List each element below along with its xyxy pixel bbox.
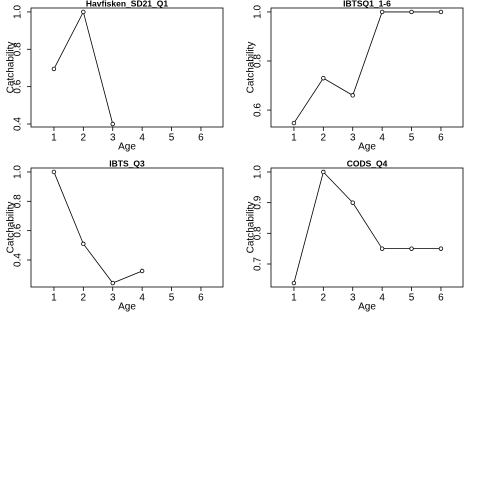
- y-tick-label: 0.6: [13, 223, 24, 237]
- point: [321, 169, 326, 175]
- point: [51, 169, 57, 175]
- point: [110, 121, 115, 127]
- x-tick-label: 5: [409, 133, 415, 144]
- x-tick-label: 4: [379, 293, 385, 304]
- point: [438, 9, 444, 15]
- x-axis-label: Age: [118, 302, 136, 313]
- x-tick-label: 4: [139, 293, 145, 304]
- x-tick-label: 3: [350, 293, 356, 304]
- x-tick-label: 5: [409, 293, 415, 304]
- x-tick-label: 3: [350, 133, 356, 144]
- x-tick-label: 3: [110, 133, 116, 144]
- y-tick-label: 0.8: [253, 226, 264, 240]
- x-tick-label: 5: [169, 133, 175, 144]
- x-tick-label: 6: [198, 293, 204, 304]
- y-tick-label: 0.8: [13, 42, 24, 56]
- y-tick-label: 1.0: [13, 165, 24, 179]
- x-tick-label: 1: [291, 293, 297, 304]
- series-line: [53, 10, 114, 125]
- y-axis-label: Catchability: [246, 42, 257, 94]
- point: [139, 268, 145, 274]
- chart-title: CODS_Q4: [347, 158, 388, 168]
- plot-frame: [270, 167, 464, 288]
- series-line: [53, 171, 143, 284]
- plot-frame: [270, 7, 464, 128]
- x-tick-label: 1: [51, 293, 57, 304]
- y-tick-label: 0.7: [253, 257, 264, 271]
- point: [409, 246, 414, 251]
- x-tick-label: 1: [291, 133, 297, 144]
- x-axis-label: Age: [358, 142, 376, 153]
- point: [379, 9, 385, 15]
- y-tick-label: 1.0: [13, 5, 24, 19]
- point: [350, 93, 355, 98]
- y-axis-label: Catchability: [6, 202, 17, 254]
- plot-frame: [30, 7, 224, 128]
- x-tick-label: 2: [321, 133, 327, 144]
- point: [51, 66, 57, 72]
- series-line: [293, 11, 441, 124]
- x-tick-label: 2: [81, 293, 87, 304]
- x-tick-label: 5: [169, 293, 175, 304]
- x-tick-label: 6: [438, 293, 444, 304]
- y-tick-label: 1.0: [253, 165, 264, 179]
- point: [291, 120, 297, 126]
- y-axis-label: Catchability: [246, 202, 257, 254]
- y-axis-label: Catchability: [6, 42, 17, 94]
- plot-frame: [30, 167, 224, 288]
- point: [350, 200, 355, 205]
- x-tick-label: 6: [198, 133, 204, 144]
- x-axis-label: Age: [118, 142, 136, 153]
- y-tick-label: 0.6: [253, 103, 264, 117]
- y-tick-label: 0.6: [13, 79, 24, 93]
- y-tick-label: 0.4: [13, 117, 24, 131]
- point: [409, 9, 414, 15]
- x-tick-label: 6: [438, 133, 444, 144]
- x-axis-label: Age: [358, 302, 376, 313]
- chart-title: Havfisken_SD21_Q1: [86, 0, 168, 8]
- point: [321, 75, 326, 81]
- point: [379, 246, 385, 251]
- x-tick-label: 4: [379, 133, 385, 144]
- point: [81, 9, 86, 15]
- point: [110, 280, 115, 286]
- y-tick-label: 0.8: [253, 54, 264, 68]
- x-tick-label: 1: [51, 133, 57, 144]
- point: [291, 280, 297, 286]
- y-tick-label: 1.0: [253, 5, 264, 19]
- y-tick-label: 0.9: [253, 195, 264, 209]
- x-tick-label: 3: [110, 293, 116, 304]
- x-tick-label: 2: [81, 133, 87, 144]
- y-tick-label: 0.8: [13, 194, 24, 208]
- point: [81, 241, 86, 247]
- chart-title: IBTSQ1_1-6: [343, 0, 391, 8]
- y-tick-label: 0.4: [13, 253, 24, 267]
- x-tick-label: 2: [321, 293, 327, 304]
- chart-title: IBTS_Q3: [109, 158, 145, 168]
- point: [438, 246, 444, 251]
- x-tick-label: 4: [139, 133, 145, 144]
- series-line: [293, 171, 441, 284]
